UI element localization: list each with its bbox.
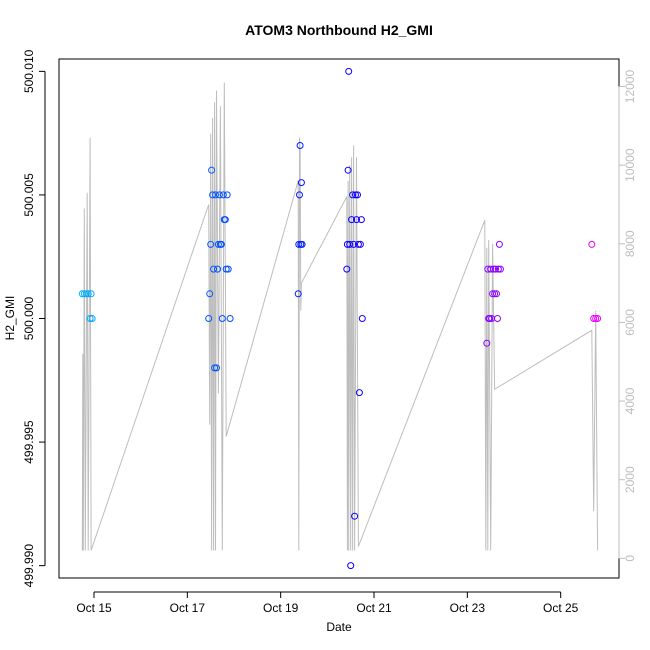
data-point	[296, 142, 304, 149]
data-point	[347, 562, 355, 570]
right-tick-label: 2000	[623, 466, 637, 493]
x-tick-label: Oct 15	[76, 601, 112, 615]
data-point	[356, 240, 364, 248]
data-point	[594, 315, 602, 322]
y-tick-label: 500.005	[22, 173, 36, 217]
y-tick-label: 499.995	[22, 420, 36, 464]
data-point	[495, 240, 503, 248]
data-point	[358, 315, 366, 322]
right-tick-label: 12000	[623, 70, 637, 104]
data-point	[351, 512, 359, 520]
plot-frame	[58, 58, 620, 579]
data-point	[215, 191, 223, 199]
data-point	[350, 240, 358, 248]
data-point	[588, 240, 596, 248]
data-point	[209, 191, 217, 199]
y-tick-label: 500.000	[22, 296, 36, 340]
data-point	[493, 290, 500, 298]
data-point	[224, 265, 232, 273]
data-point	[346, 240, 354, 248]
data-point	[221, 216, 229, 224]
data-point	[487, 265, 495, 273]
data-point	[222, 265, 230, 273]
x-tick-label: Oct 23	[450, 601, 486, 615]
y-tick-label: 499.990	[22, 544, 36, 588]
x-axis-label: Date	[326, 620, 352, 634]
right-tick-label: 0	[623, 555, 637, 562]
scatter-points-layer	[78, 67, 602, 570]
data-point	[489, 290, 497, 298]
data-point	[207, 240, 215, 248]
data-point	[217, 240, 225, 248]
data-point	[219, 191, 227, 199]
right-axis-series-layer	[81, 82, 599, 551]
data-point	[345, 67, 353, 75]
data-point	[214, 265, 221, 273]
right-y-axis: 0 2000 4000 6000 8000 10000 12000	[618, 70, 637, 562]
x-axis: Oct 15 Oct 17 Oct 19 Oct 21 Oct 23 Oct 25	[76, 591, 579, 615]
data-point	[208, 166, 216, 174]
x-tick-label: Oct 19	[263, 601, 299, 615]
data-point	[210, 265, 218, 273]
data-point	[86, 315, 94, 322]
data-point	[486, 315, 494, 322]
data-point	[354, 191, 361, 199]
data-point	[212, 191, 219, 199]
data-point	[343, 265, 351, 273]
data-point	[214, 240, 222, 248]
data-point	[226, 315, 234, 322]
data-point	[344, 166, 352, 174]
data-point	[80, 290, 88, 298]
data-point	[82, 290, 90, 298]
data-point	[494, 315, 501, 322]
data-point	[294, 290, 302, 298]
y-axis: 499.990 499.995 500.000 500.005 500.010	[22, 49, 46, 588]
data-point	[88, 315, 96, 322]
data-point	[592, 315, 600, 322]
data-point	[205, 315, 213, 322]
data-point	[223, 191, 231, 199]
data-point	[491, 290, 499, 298]
data-point	[211, 364, 219, 372]
y-tick-label: 500.010	[22, 49, 36, 93]
data-point	[349, 191, 357, 199]
data-point	[296, 191, 303, 199]
data-point	[357, 216, 365, 224]
data-point	[206, 290, 214, 298]
data-point	[483, 339, 491, 347]
right-tick-label: 8000	[623, 230, 637, 257]
data-point	[295, 240, 303, 248]
x-tick-label: Oct 17	[170, 601, 206, 615]
x-tick-label: Oct 25	[543, 601, 579, 615]
data-point	[213, 364, 220, 372]
data-point	[297, 179, 305, 187]
data-point	[352, 191, 359, 199]
data-point	[494, 265, 502, 273]
data-point	[492, 265, 499, 273]
right-tick-label: 6000	[623, 309, 637, 336]
series-line-0	[81, 82, 599, 551]
data-point	[298, 240, 306, 248]
right-tick-label: 10000	[623, 148, 637, 182]
data-point	[353, 216, 360, 224]
data-point	[496, 265, 504, 273]
data-point	[348, 216, 356, 224]
data-point	[590, 315, 598, 322]
data-point	[84, 290, 92, 298]
data-point	[87, 290, 95, 298]
right-tick-label: 4000	[623, 387, 637, 414]
data-point	[218, 315, 226, 322]
data-point	[354, 240, 362, 248]
chart-title: ATOM3 Northbound H2_GMI	[245, 22, 433, 38]
y-axis-label: H2_GMI	[3, 296, 17, 341]
data-point	[490, 265, 498, 273]
x-tick-label: Oct 21	[356, 601, 392, 615]
data-point	[355, 389, 363, 397]
